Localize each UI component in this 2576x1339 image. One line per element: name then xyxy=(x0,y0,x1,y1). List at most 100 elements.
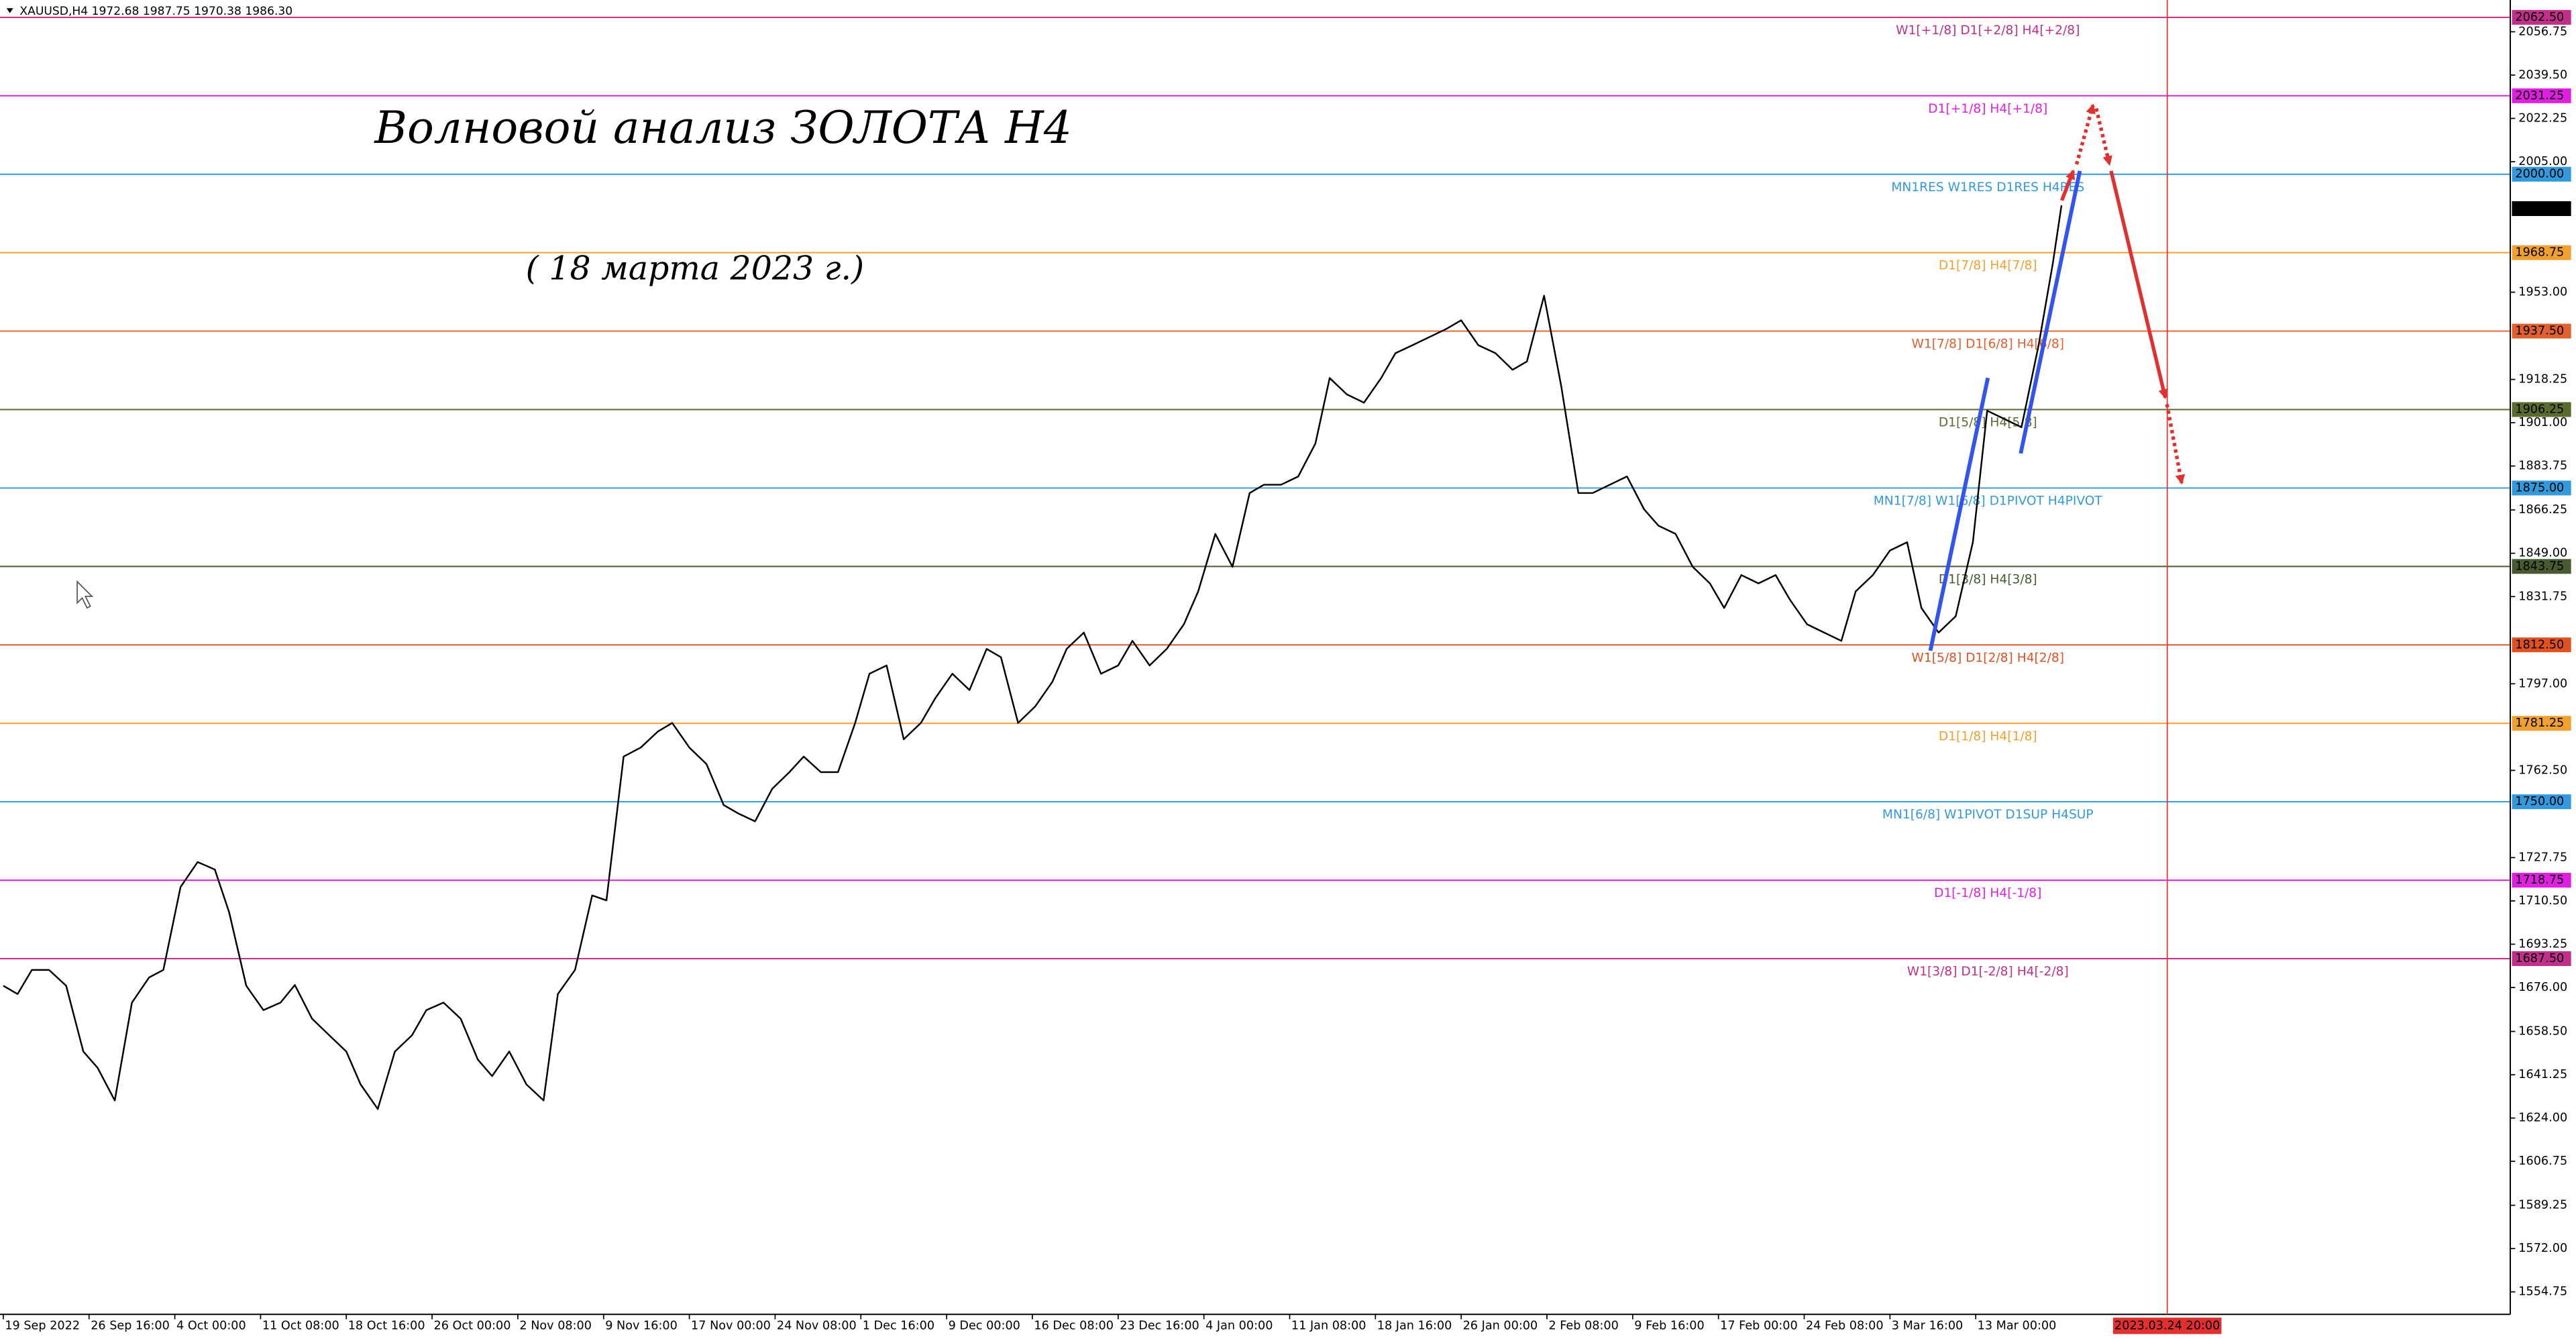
level-price-label: 2000.00 xyxy=(2515,168,2564,181)
level-label: D1[7/8] H4[7/8] xyxy=(1939,259,2037,273)
level-price-label: 1875.00 xyxy=(2515,481,2564,494)
level-price-label: 1843.75 xyxy=(2515,559,2564,573)
y-tick-label: 1676.00 xyxy=(2518,981,2567,994)
y-tick-label: 1866.25 xyxy=(2518,503,2567,517)
x-tick-label: 17 Nov 00:00 xyxy=(691,1319,771,1332)
level-price-label: 2062.50 xyxy=(2515,11,2564,24)
y-tick-label: 1624.00 xyxy=(2518,1112,2567,1125)
level-label: MN1[6/8] W1PIVOT D1SUP H4SUP xyxy=(1882,808,2094,822)
level-label: MN1[7/8] W1[6/8] D1PIVOT H4PIVOT xyxy=(1874,494,2103,508)
level-price-box xyxy=(2512,794,2571,810)
y-tick-label: 2005.00 xyxy=(2518,155,2567,168)
y-tick-label: 2056.75 xyxy=(2518,25,2567,38)
level-price-box xyxy=(2512,637,2571,653)
level-price-label: 1750.00 xyxy=(2515,795,2564,808)
x-tick-label: 13 Mar 00:00 xyxy=(1978,1319,2057,1332)
x-tick-label: 18 Oct 16:00 xyxy=(348,1319,425,1332)
current-price-label: 1986.30 xyxy=(2515,202,2564,215)
level-label: W1[+1/8] D1[+2/8] H4[+2/8] xyxy=(1896,23,2080,38)
y-tick-label: 1762.50 xyxy=(2518,763,2567,777)
forecast-arrow xyxy=(2094,108,2112,166)
y-tick-label: 1589.25 xyxy=(2518,1199,2567,1212)
level-label: D1[3/8] H4[3/8] xyxy=(1939,572,2037,586)
x-tick-label: 4 Oct 00:00 xyxy=(176,1319,246,1332)
x-tick-label: 18 Jan 16:00 xyxy=(1377,1319,1452,1332)
level-price-label: 1718.75 xyxy=(2515,873,2564,887)
time-marker-label: 2023.03.24 20:00 xyxy=(2114,1319,2220,1332)
header-icon xyxy=(6,8,13,13)
y-tick-label: 1901.00 xyxy=(2518,416,2567,429)
y-tick-label: 1658.50 xyxy=(2518,1025,2567,1038)
level-price-label: 1906.25 xyxy=(2515,403,2564,417)
forecast-arrow xyxy=(2165,403,2186,485)
x-tick-label: 1 Dec 16:00 xyxy=(863,1319,934,1332)
y-tick-label: 1572.00 xyxy=(2518,1242,2567,1255)
level-price-label: 2031.25 xyxy=(2515,89,2564,103)
level-label: MN1RES W1RES D1RES H4RES xyxy=(1891,180,2084,195)
level-price-box xyxy=(2512,716,2571,731)
x-tick-label: 19 Sep 2022 xyxy=(5,1319,80,1332)
level-price-box xyxy=(2512,88,2571,103)
wave-drawings xyxy=(1928,103,2186,651)
level-price-box xyxy=(2512,402,2571,417)
level-price-label: 1812.50 xyxy=(2515,638,2564,651)
x-tick-label: 9 Nov 16:00 xyxy=(605,1319,678,1332)
level-price-box xyxy=(2512,480,2571,496)
level-price-box xyxy=(2512,9,2571,25)
y-tick-label: 1554.75 xyxy=(2518,1285,2567,1299)
y-tick-label: 1918.25 xyxy=(2518,373,2567,386)
wave-line xyxy=(2019,170,2082,454)
level-label: W1[5/8] D1[2/8] H4[2/8] xyxy=(1912,651,2064,665)
level-price-label: 1937.50 xyxy=(2515,325,2564,338)
x-tick-label: 24 Nov 08:00 xyxy=(777,1319,857,1332)
x-tick-label: 11 Jan 08:00 xyxy=(1291,1319,1366,1332)
levels: W1[+1/8] D1[+2/8] H4[+2/8] 2062.50 D1[+1/8… xyxy=(0,9,2571,979)
price-line xyxy=(3,205,2063,1110)
chart-title: Волновой анализ ЗОЛОТА H4 xyxy=(374,102,1071,154)
forecast-arrow xyxy=(2109,170,2169,400)
current-price-box xyxy=(2512,201,2571,217)
level-price-label: 1687.50 xyxy=(2515,952,2564,965)
y-tick-label: 1831.75 xyxy=(2518,590,2567,603)
level-label: D1[1/8] H4[1/8] xyxy=(1939,729,2037,743)
wave-line xyxy=(1928,377,1990,651)
x-tick-label: 2 Nov 08:00 xyxy=(519,1319,592,1332)
level-price-box xyxy=(2512,245,2571,260)
y-tick-label: 1883.75 xyxy=(2518,460,2567,473)
x-tick-label: 4 Jan 00:00 xyxy=(1205,1319,1273,1332)
level-price-box xyxy=(2512,166,2571,182)
x-tick-label: 23 Dec 16:00 xyxy=(1120,1319,1199,1332)
y-tick-label: 1727.75 xyxy=(2518,851,2567,864)
level-label: W1[3/8] D1[-2/8] H4[-2/8] xyxy=(1907,965,2069,979)
forecast-arrow xyxy=(2059,169,2076,201)
chart-header: XAUUSD,H4 1972.68 1987.75 1970.38 1986.3… xyxy=(19,5,292,18)
level-price-box xyxy=(2512,873,2571,888)
x-tick-label: 2 Feb 08:00 xyxy=(1548,1319,1618,1332)
level-price-label: 1781.25 xyxy=(2515,716,2564,730)
x-tick-label: 26 Jan 00:00 xyxy=(1463,1319,1538,1332)
x-tick-label: 9 Dec 00:00 xyxy=(949,1319,1020,1332)
y-tick-label: 1693.25 xyxy=(2518,938,2567,951)
x-tick-label: 24 Feb 08:00 xyxy=(1806,1319,1884,1332)
level-label: W1[7/8] D1[6/8] H4[6/8] xyxy=(1912,337,2064,352)
level-price-box xyxy=(2512,323,2571,339)
x-tick-label: 16 Dec 08:00 xyxy=(1034,1319,1114,1332)
level-label: D1[-1/8] H4[-1/8] xyxy=(1934,886,2041,900)
y-tick-label: 2022.25 xyxy=(2518,111,2567,125)
time-marker-box xyxy=(2112,1318,2222,1334)
x-tick-label: 3 Mar 16:00 xyxy=(1892,1319,1963,1332)
y-tick-label: 1606.75 xyxy=(2518,1155,2567,1168)
mouse-cursor xyxy=(76,580,94,609)
x-tick-label: 9 Feb 16:00 xyxy=(1634,1319,1704,1332)
level-price-box xyxy=(2512,559,2571,574)
series xyxy=(3,205,2063,1110)
x-tick-label: 17 Feb 00:00 xyxy=(1720,1319,1798,1332)
chart-subtitle: ( 18 марта 2023 г.) xyxy=(526,250,865,288)
level-label: D1[5/8] H4[5/8] xyxy=(1939,416,2037,430)
y-tick-label: 1641.25 xyxy=(2518,1068,2567,1081)
x-tick-label: 11 Oct 08:00 xyxy=(262,1319,339,1332)
y-tick-label: 1710.50 xyxy=(2518,894,2567,908)
